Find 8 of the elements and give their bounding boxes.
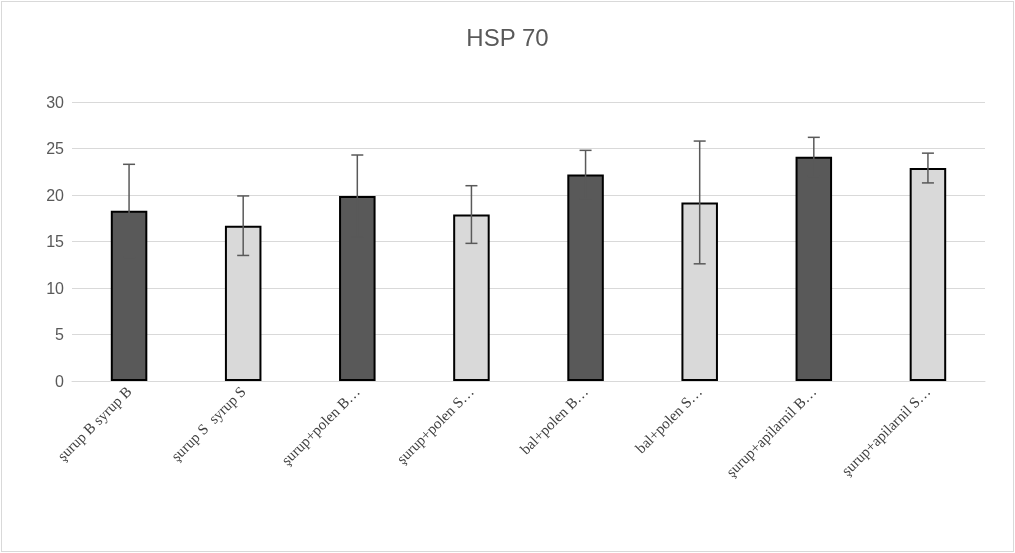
y-tick-label: 30 bbox=[46, 93, 65, 111]
y-tick-label: 5 bbox=[55, 326, 65, 343]
y-tick-label: 0 bbox=[55, 372, 65, 390]
y-tick-label: 10 bbox=[46, 279, 65, 297]
chart-title: HSP 70 bbox=[466, 23, 549, 51]
y-tick-label: 15 bbox=[46, 233, 65, 250]
y-tick-label: 25 bbox=[46, 140, 65, 157]
y-tick-label: 20 bbox=[46, 186, 65, 204]
